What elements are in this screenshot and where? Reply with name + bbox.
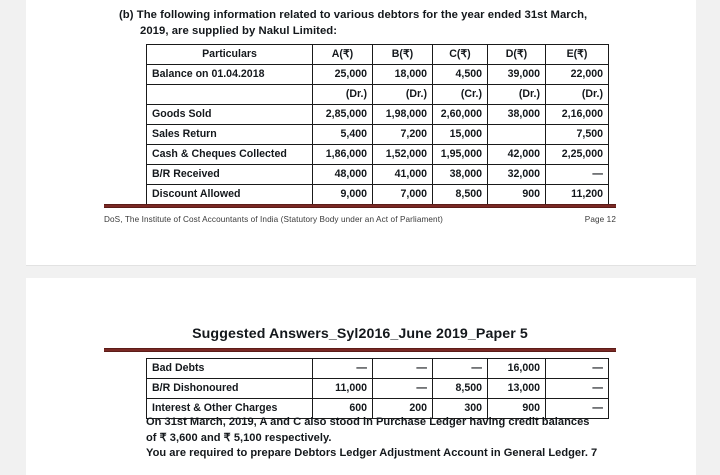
closing-line-2: of ₹ 3,600 and ₹ 5,100 respectively. <box>146 431 332 444</box>
cell-b: 7,200 <box>372 124 433 145</box>
table-row: Sales Return 5,400 7,200 15,000 7,500 <box>146 124 609 145</box>
answers-header-title: Suggested Answers_Syl2016_June 2019_Pape… <box>192 326 528 342</box>
cell-e: 7,500 <box>545 124 609 145</box>
cell-d: 39,000 <box>487 64 546 85</box>
question-line-1: (b) The following information related to… <box>119 9 588 21</box>
cell-c: 4,500 <box>432 64 488 85</box>
page-footer: DoS, The Institute of Cost Accountants o… <box>104 215 616 224</box>
column-header-b: B(₹) <box>372 44 433 65</box>
question-text-block: (b) The following information related to… <box>119 8 619 39</box>
cell-d: 42,000 <box>487 144 546 165</box>
cell-b: 1,52,000 <box>372 144 433 165</box>
cell-b: 7,000 <box>372 184 433 205</box>
cell-e: (Dr.) <box>545 84 609 105</box>
cell-e: — <box>545 164 609 185</box>
table-row: Interest & Other Charges 600 200 300 900… <box>146 398 609 419</box>
cell-a: 1,86,000 <box>312 144 373 165</box>
row-label: Discount Allowed <box>146 184 313 205</box>
row-label <box>146 84 313 105</box>
table-row: Balance on 01.04.2018 25,000 18,000 4,50… <box>146 64 609 85</box>
closing-line-3: You are required to prepare Debtors Ledg… <box>146 447 598 460</box>
cell-e: 2,16,000 <box>545 104 609 125</box>
cell-d: 13,000 <box>487 378 546 399</box>
cell-c: 38,000 <box>432 164 488 185</box>
cell-b: — <box>372 358 433 379</box>
debtors-table-part-2: Bad Debts — — — 16,000 — B/R Dishonoured… <box>146 358 609 419</box>
cell-c: 300 <box>432 398 488 419</box>
cell-a: 2,85,000 <box>312 104 373 125</box>
row-label: Balance on 01.04.2018 <box>146 64 313 85</box>
row-label: Interest & Other Charges <box>146 398 313 419</box>
table-row: (Dr.) (Dr.) (Cr.) (Dr.) (Dr.) <box>146 84 609 105</box>
cell-d <box>487 124 546 145</box>
cell-a: 11,000 <box>312 378 373 399</box>
cell-a: (Dr.) <box>312 84 373 105</box>
cell-d: (Dr.) <box>487 84 546 105</box>
cell-b: — <box>372 378 433 399</box>
cell-a: 25,000 <box>312 64 373 85</box>
closing-line-1: On 31st March, 2019, A and C also stood … <box>146 416 590 428</box>
cell-a: 5,400 <box>312 124 373 145</box>
footer-institute-text: DoS, The Institute of Cost Accountants o… <box>104 215 443 224</box>
closing-paragraph: On 31st March, 2019, A and C also stood … <box>146 415 626 462</box>
cell-d: 900 <box>487 184 546 205</box>
cell-c: — <box>432 358 488 379</box>
row-label: Sales Return <box>146 124 313 145</box>
row-label: Goods Sold <box>146 104 313 125</box>
cell-e: 2,25,000 <box>545 144 609 165</box>
cell-d: 16,000 <box>487 358 546 379</box>
page-separator-gap <box>0 266 720 278</box>
cell-e: — <box>545 378 609 399</box>
column-header-c: C(₹) <box>432 44 488 65</box>
cell-b: 1,98,000 <box>372 104 433 125</box>
row-label: Bad Debts <box>146 358 313 379</box>
column-header-a: A(₹) <box>312 44 373 65</box>
cell-c: 8,500 <box>432 184 488 205</box>
cell-e: — <box>545 398 609 419</box>
answers-header-rule <box>104 348 616 352</box>
column-header-particulars: Particulars <box>146 44 313 65</box>
cell-d: 38,000 <box>487 104 546 125</box>
cell-e: 22,000 <box>545 64 609 85</box>
row-label: Cash & Cheques Collected <box>146 144 313 165</box>
cell-c: (Cr.) <box>432 84 488 105</box>
footer-page-number: Page 12 <box>584 215 616 224</box>
cell-a: — <box>312 358 373 379</box>
row-label: B/R Received <box>146 164 313 185</box>
cell-b: 41,000 <box>372 164 433 185</box>
column-header-e: E(₹) <box>545 44 609 65</box>
cell-a: 600 <box>312 398 373 419</box>
cell-c: 8,500 <box>432 378 488 399</box>
row-label: B/R Dishonoured <box>146 378 313 399</box>
column-header-d: D(₹) <box>487 44 546 65</box>
cell-d: 32,000 <box>487 164 546 185</box>
table-row: Goods Sold 2,85,000 1,98,000 2,60,000 38… <box>146 104 609 125</box>
footer-divider-rule <box>104 204 616 208</box>
cell-c: 15,000 <box>432 124 488 145</box>
cell-d: 900 <box>487 398 546 419</box>
table-row: B/R Dishonoured 11,000 — 8,500 13,000 — <box>146 378 609 399</box>
table-row: Cash & Cheques Collected 1,86,000 1,52,0… <box>146 144 609 165</box>
table-header-row: Particulars A(₹) B(₹) C(₹) D(₹) E(₹) <box>146 44 609 65</box>
question-line-2: 2019, are supplied by Nakul Limited: <box>140 24 338 37</box>
table-row: Discount Allowed 9,000 7,000 8,500 900 1… <box>146 184 609 205</box>
cell-b: 200 <box>372 398 433 419</box>
cell-a: 48,000 <box>312 164 373 185</box>
cell-c: 2,60,000 <box>432 104 488 125</box>
cell-b: (Dr.) <box>372 84 433 105</box>
cell-c: 1,95,000 <box>432 144 488 165</box>
cell-b: 18,000 <box>372 64 433 85</box>
cell-a: 9,000 <box>312 184 373 205</box>
table-row: B/R Received 48,000 41,000 38,000 32,000… <box>146 164 609 185</box>
table-row: Bad Debts — — — 16,000 — <box>146 358 609 379</box>
cell-e: — <box>545 358 609 379</box>
debtors-table-part-1: Particulars A(₹) B(₹) C(₹) D(₹) E(₹) Bal… <box>146 44 609 205</box>
cell-e: 11,200 <box>545 184 609 205</box>
